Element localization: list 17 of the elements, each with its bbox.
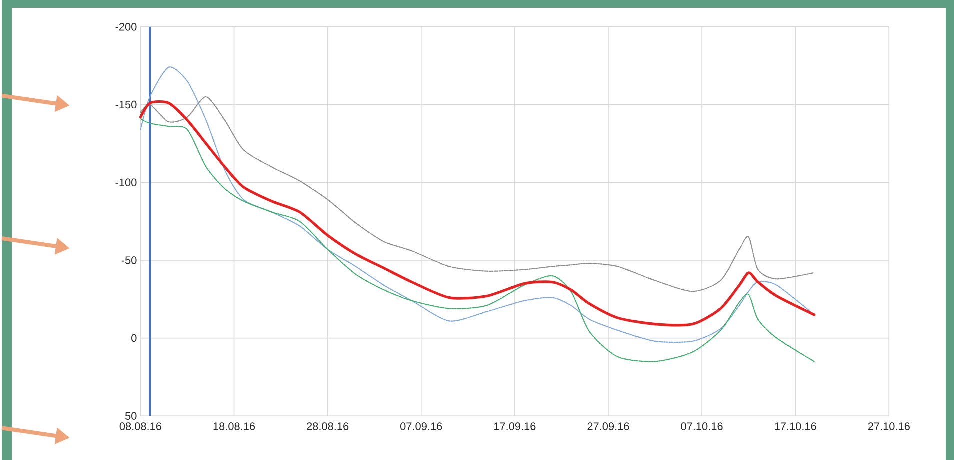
x-tick-label: 07.09.16 xyxy=(400,422,442,430)
line-series xyxy=(140,118,815,362)
x-tick-label: 18.08.16 xyxy=(214,422,256,430)
y-tick-label: 50 xyxy=(125,412,137,420)
y-tick-label: -100 xyxy=(116,178,137,186)
y-tick-label: 0 xyxy=(132,334,137,342)
y-tick-label: -150 xyxy=(116,100,137,109)
x-tick-label: 27.10.16 xyxy=(868,422,910,430)
x-tick-label: 17.10.16 xyxy=(775,422,816,430)
line-series xyxy=(140,96,815,292)
x-tick-label: 08.08.16 xyxy=(120,422,162,430)
x-tick-label: 27.09.16 xyxy=(588,422,630,430)
y-tick-label: -50 xyxy=(122,256,137,264)
y-tick-label: -200 xyxy=(116,23,137,31)
x-tick-label: 17.09.16 xyxy=(494,422,536,430)
x-tick-label: 28.08.16 xyxy=(307,422,349,430)
x-tick-label: 07.10.16 xyxy=(681,422,723,430)
